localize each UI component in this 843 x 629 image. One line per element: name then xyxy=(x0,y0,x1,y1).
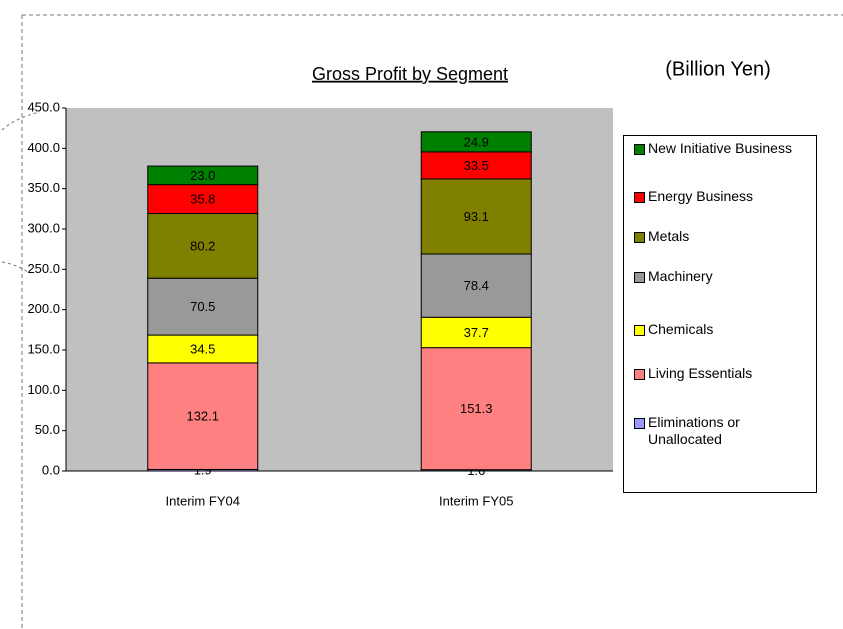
bar-segment xyxy=(147,165,259,186)
legend-swatch xyxy=(634,232,645,243)
y-tick-label: 50.0 xyxy=(35,422,60,437)
data-label: 93.1 xyxy=(464,209,489,224)
data-label: 151.3 xyxy=(460,401,493,416)
data-label: 70.5 xyxy=(190,299,215,314)
bar-segment xyxy=(147,277,259,336)
legend-item: Eliminations or Unallocated xyxy=(634,414,808,448)
bar-segment xyxy=(147,362,259,470)
y-tick-label: 150.0 xyxy=(27,341,60,356)
bar-segment xyxy=(147,184,259,215)
y-tick-label: 400.0 xyxy=(27,140,60,155)
legend-item: Energy Business xyxy=(634,188,808,205)
bar-segment xyxy=(420,151,532,180)
data-label: 24.9 xyxy=(464,134,489,149)
legend-swatch xyxy=(634,272,645,283)
y-tick-label: 300.0 xyxy=(27,220,60,235)
legend-label: New Initiative Business xyxy=(648,140,792,156)
connector xyxy=(1,261,29,273)
bar-segment xyxy=(420,178,532,255)
y-tick-label: 450.0 xyxy=(27,99,60,114)
data-label: 37.7 xyxy=(464,325,489,340)
data-label: 34.5 xyxy=(190,341,215,356)
legend-label: Metals xyxy=(648,228,690,244)
data-label: 80.2 xyxy=(190,238,215,253)
y-tick-label: 100.0 xyxy=(27,382,60,397)
data-label: 35.8 xyxy=(190,192,215,207)
legend-label: Living Essentials xyxy=(648,365,753,381)
data-label: 33.5 xyxy=(464,158,489,173)
legend-label: Machinery xyxy=(648,268,713,284)
legend-swatch xyxy=(634,369,645,380)
bar-segment xyxy=(420,316,532,349)
legend-label: Chemicals xyxy=(648,321,714,337)
unit-note: (Billion Yen) xyxy=(665,58,771,80)
legend: New Initiative Business Energy Business Me… xyxy=(623,135,817,493)
legend-swatch xyxy=(634,144,645,155)
legend-item: Chemicals xyxy=(634,321,808,338)
data-label: 23.0 xyxy=(190,168,215,183)
legend-item: New Initiative Business xyxy=(634,140,808,157)
bar-segment xyxy=(420,253,532,318)
legend-label: Eliminations or Unallocated xyxy=(648,414,740,447)
connector xyxy=(1,111,41,131)
bar-segment xyxy=(420,347,532,471)
legend-item: Living Essentials xyxy=(634,365,808,382)
x-tick-label: Interim FY04 xyxy=(166,493,240,508)
y-tick-label: 0.0 xyxy=(42,462,60,477)
data-label: 132.1 xyxy=(186,409,219,424)
legend-swatch xyxy=(634,418,645,429)
y-tick-label: 200.0 xyxy=(27,301,60,316)
bar-segment xyxy=(147,213,259,279)
data-label: 78.4 xyxy=(464,278,489,293)
legend-item: Metals xyxy=(634,228,808,245)
y-tick-label: 250.0 xyxy=(27,261,60,276)
legend-swatch xyxy=(634,192,645,203)
legend-swatch xyxy=(634,325,645,336)
chart-title: Gross Profit by Segment xyxy=(312,64,508,84)
x-tick-label: Interim FY05 xyxy=(439,493,513,508)
legend-item: Machinery xyxy=(634,268,808,285)
legend-label: Energy Business xyxy=(648,188,754,204)
y-tick-label: 350.0 xyxy=(27,180,60,195)
bar-segment xyxy=(420,131,532,153)
